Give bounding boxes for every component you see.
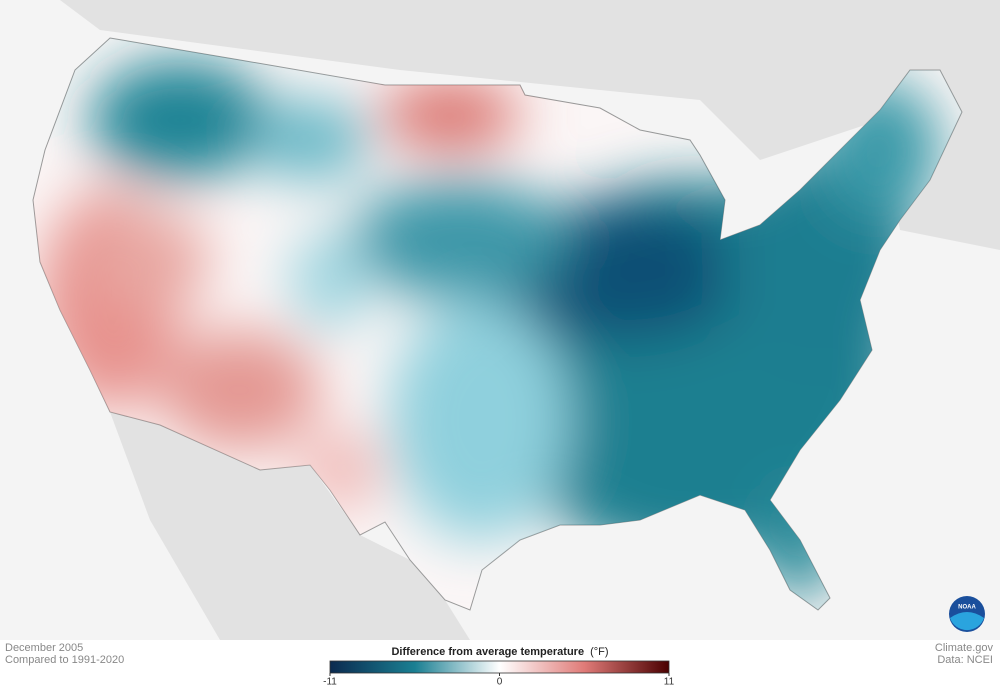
baseline: Compared to 1991-2020: [5, 654, 124, 666]
data-source: Data: NCEI: [937, 654, 993, 666]
canada: [60, 0, 1000, 250]
legend-title: Difference from average temperature: [391, 646, 584, 658]
colorbar-tick-label: 11: [664, 677, 675, 688]
colorbar: [329, 660, 670, 674]
colorbar-tick-label: 0: [497, 677, 503, 688]
logo-wave: [950, 612, 984, 631]
logo-text: NOAA: [958, 605, 976, 611]
legend-unit: (°F): [590, 646, 608, 658]
period: December 2005: [5, 642, 83, 654]
legend-heading: Difference from average temperature (°F): [391, 646, 608, 658]
colorbar-tick-label: -11: [323, 677, 337, 688]
source: Climate.gov: [935, 642, 994, 654]
mexico: [110, 412, 470, 640]
